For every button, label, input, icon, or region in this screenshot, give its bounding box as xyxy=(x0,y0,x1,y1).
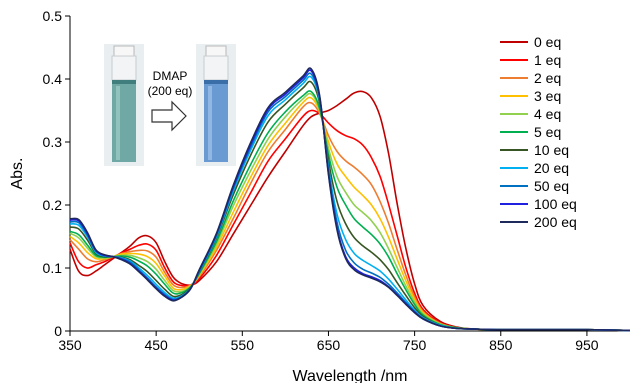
x-tick-label: 350 xyxy=(58,337,82,353)
legend-label: 200 eq xyxy=(534,214,577,230)
legend-label: 0 eq xyxy=(534,34,561,50)
annotation-dmap-label: DMAP xyxy=(153,69,188,83)
axes: 0 0.1 0.2 0.3 0.4 0.5 350 450 550 650 750 850 950 Wav… xyxy=(9,8,630,383)
legend: 0 eq 1 eq 2 eq 3 eq 4 eq 5 eq 10 eq 20 eq 50 eq 1… xyxy=(500,34,577,230)
legend-label: 50 eq xyxy=(534,178,569,194)
legend-label: 2 eq xyxy=(534,70,561,86)
x-axis-title: Wavelength /nm xyxy=(292,368,407,383)
cuvette-before-image xyxy=(104,44,144,166)
y-tick-label: 0.1 xyxy=(43,260,63,276)
cuvette-after-image xyxy=(196,44,236,166)
series-line xyxy=(69,109,631,332)
y-tick-label: 0.4 xyxy=(43,71,63,87)
x-tick-label: 450 xyxy=(144,337,168,353)
x-tick-label: 750 xyxy=(403,337,427,353)
legend-label: 4 eq xyxy=(534,106,561,122)
right-arrow-icon xyxy=(151,100,187,132)
series-line xyxy=(69,96,631,332)
legend-label: 100 eq xyxy=(534,196,577,212)
legend-label: 5 eq xyxy=(534,124,561,140)
series-lines xyxy=(69,67,631,332)
series-line xyxy=(69,67,631,332)
y-tick-label: 0.3 xyxy=(43,134,63,150)
series-line xyxy=(69,92,631,332)
series-line xyxy=(69,90,631,332)
y-axis-title: Abs. xyxy=(9,157,26,189)
series-line xyxy=(69,90,631,332)
legend-label: 10 eq xyxy=(534,142,569,158)
y-tick-label: 0.2 xyxy=(43,197,63,213)
legend-label: 20 eq xyxy=(534,160,569,176)
y-tick-label: 0.5 xyxy=(43,8,63,24)
legend-label: 1 eq xyxy=(534,52,561,68)
annotation-eq-label: (200 eq) xyxy=(148,84,193,98)
x-tick-label: 650 xyxy=(317,337,341,353)
x-tick-label: 550 xyxy=(231,337,255,353)
x-tick-label: 850 xyxy=(489,337,513,353)
y-tick-label: 0 xyxy=(54,323,62,339)
legend-label: 3 eq xyxy=(534,88,561,104)
series-line xyxy=(69,80,631,332)
series-line xyxy=(69,101,631,332)
cuvette-inset: DMAP (200 eq) xyxy=(104,44,236,166)
x-tick-label: 950 xyxy=(575,337,599,353)
